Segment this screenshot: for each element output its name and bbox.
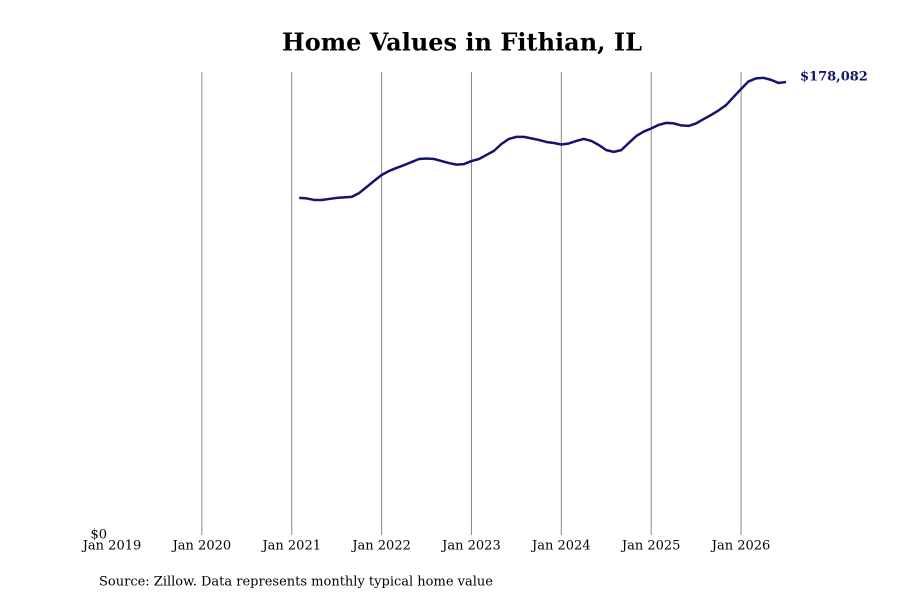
x-tick-label: Jan 2020 (171, 539, 232, 554)
value-label: $178,082 (800, 69, 868, 84)
chart-title: Home Values in Fithian, IL (282, 28, 642, 57)
x-tick-label: Jan 2021 (260, 539, 321, 554)
line-series (299, 76, 787, 202)
source-note: Source: Zillow. Data represents monthly … (99, 575, 493, 590)
x-tick-label: Jan 2026 (710, 539, 771, 554)
x-tick-label: Jan 2024 (530, 539, 591, 554)
x-tick-label: Jan 2025 (620, 539, 681, 554)
x-tick-label: Jan 2023 (440, 539, 501, 554)
x-tick-label: Jan 2019 (81, 539, 142, 554)
x-tick-label: Jan 2022 (350, 539, 411, 554)
y-tick-label: $0 (90, 528, 107, 543)
